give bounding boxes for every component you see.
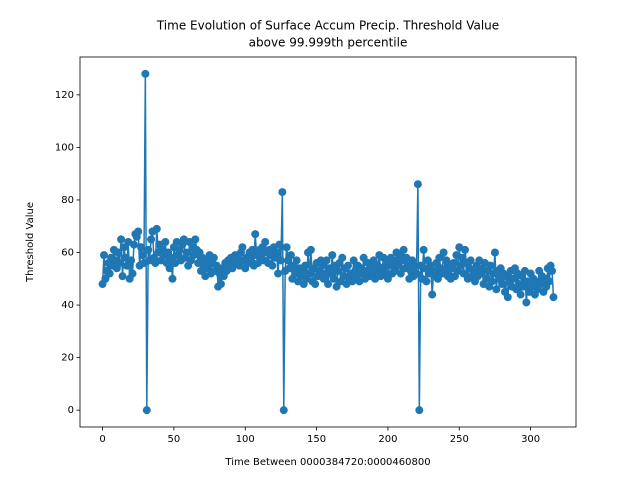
data-point	[322, 256, 331, 265]
data-point	[522, 298, 531, 307]
chart-subtitle: above 99.999th percentile	[249, 36, 408, 50]
y-tick-label: 120	[55, 90, 74, 101]
data-point	[413, 180, 422, 189]
data-point	[492, 285, 501, 294]
data-point	[419, 245, 428, 254]
data-point	[428, 290, 437, 299]
data-point	[301, 261, 310, 270]
data-point	[422, 277, 431, 286]
data-point	[311, 280, 320, 289]
data-point	[251, 230, 260, 239]
data-point	[168, 274, 177, 283]
data-point	[411, 261, 420, 270]
x-tick-label: 150	[307, 434, 326, 445]
y-tick-label: 0	[68, 405, 74, 416]
chart-title: Time Evolution of Surface Accum Precip. …	[156, 19, 499, 33]
data-point	[449, 259, 458, 268]
x-tick-label: 50	[168, 434, 181, 445]
data-point	[117, 235, 126, 244]
data-point	[503, 293, 512, 302]
y-tick-label: 80	[61, 195, 74, 206]
data-point	[274, 269, 283, 278]
data-point	[276, 256, 285, 265]
data-point	[261, 238, 270, 246]
y-tick-label: 100	[55, 142, 74, 153]
data-point	[306, 245, 315, 254]
y-tick-label: 60	[61, 248, 74, 259]
data-point	[545, 277, 554, 286]
data-point	[490, 248, 499, 257]
plot-frame	[79, 56, 577, 428]
data-point	[134, 227, 143, 236]
data-point	[548, 266, 557, 275]
y-axis-label: Threshold Value	[25, 202, 36, 283]
data-point	[114, 248, 123, 257]
data-point	[466, 256, 475, 265]
x-tick-label: 250	[450, 434, 469, 445]
data-point	[278, 188, 287, 197]
y-tick-label: 20	[61, 353, 74, 364]
data-point	[144, 245, 153, 254]
data-point	[460, 245, 469, 254]
x-tick-label: 200	[378, 434, 397, 445]
data-point	[488, 277, 497, 286]
data-point	[275, 240, 284, 249]
data-point	[165, 264, 174, 273]
data-point	[161, 238, 170, 246]
data-point	[138, 251, 147, 260]
data-point	[415, 406, 424, 415]
data-point	[399, 245, 408, 254]
data-point	[191, 235, 200, 244]
data-point	[324, 280, 332, 289]
data-point	[238, 243, 247, 252]
x-axis-label: Time Between 0000384720:0000460800	[224, 457, 430, 468]
data-point	[152, 224, 161, 233]
data-point	[282, 243, 291, 252]
data-point	[412, 269, 421, 278]
data-point	[439, 248, 448, 257]
data-point	[268, 261, 277, 270]
data-point	[182, 248, 191, 257]
x-tick-label: 100	[236, 434, 255, 445]
data-point	[105, 269, 114, 278]
data-point	[209, 253, 218, 262]
data-point	[549, 293, 558, 302]
data-point	[127, 256, 136, 265]
x-tick-label: 300	[521, 434, 540, 445]
x-tick-label: 0	[99, 434, 105, 445]
data-point	[516, 290, 525, 299]
data-point	[329, 274, 338, 283]
data-point	[115, 259, 124, 268]
data-point	[272, 248, 281, 257]
data-point	[216, 280, 225, 289]
data-point	[333, 266, 342, 275]
data-point	[99, 251, 108, 260]
data-point	[343, 261, 352, 270]
data-point	[118, 272, 127, 281]
y-tick-label: 40	[61, 300, 74, 311]
data-point	[279, 406, 288, 415]
data-point	[292, 256, 301, 265]
data-point	[142, 406, 151, 415]
data-point	[328, 251, 337, 260]
data-point	[338, 253, 347, 262]
data-point	[129, 240, 138, 249]
data-point	[286, 251, 295, 260]
data-point	[486, 261, 495, 270]
data-point	[498, 280, 507, 289]
data-point	[128, 269, 137, 278]
data-point	[147, 235, 156, 244]
data-point	[141, 69, 150, 78]
data-point	[137, 243, 146, 252]
